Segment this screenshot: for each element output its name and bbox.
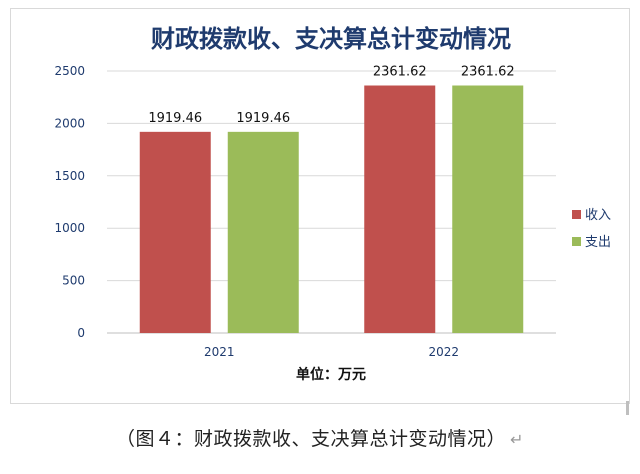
y-tick-label: 0	[77, 326, 85, 340]
legend-swatch	[572, 210, 581, 219]
bar-支出-2021	[227, 131, 299, 333]
y-tick-label: 1500	[54, 169, 85, 183]
figure-caption-text: （图４：财政拨款收、支决算总计变动情况）	[116, 428, 507, 450]
x-axis-label: 单位：万元	[296, 366, 366, 383]
y-tick-label: 2000	[54, 116, 85, 130]
x-tick-label: 2021	[204, 345, 235, 359]
y-tick-label: 1000	[54, 221, 85, 235]
bar-chart: 财政拨款收、支决算总计变动情况 0 500 1000 1500 2000 2500 191…	[54, 24, 611, 383]
data-label: 1919.46	[148, 111, 202, 126]
chart-title: 财政拨款收、支决算总计变动情况	[151, 24, 511, 53]
bar-收入-2021	[139, 131, 211, 333]
y-tick-label: 2500	[54, 64, 85, 78]
legend-label: 收入	[585, 208, 611, 223]
data-label: 2361.62	[461, 65, 515, 80]
frame-edge-mark	[626, 401, 629, 415]
bars	[139, 85, 524, 333]
data-label: 2361.62	[373, 65, 427, 80]
data-label: 1919.46	[236, 111, 290, 126]
x-axis-ticks: 2021 2022	[204, 345, 459, 359]
bar-支出-2022	[452, 85, 524, 333]
paragraph-mark-icon: ↵	[510, 430, 524, 449]
bar-收入-2022	[364, 85, 436, 333]
y-tick-label: 500	[62, 274, 85, 288]
data-labels: 1919.46 1919.46 2361.62 2361.62	[148, 65, 514, 126]
legend-swatch	[572, 237, 581, 246]
y-axis-ticks: 0 500 1000 1500 2000 2500	[54, 64, 85, 340]
chart-frame: 财政拨款收、支决算总计变动情况 0 500 1000 1500 2000 2500 191…	[10, 8, 630, 415]
legend-label: 支出	[585, 235, 611, 250]
figure-caption: （图４：财政拨款收、支决算总计变动情况） ↵	[0, 424, 640, 451]
x-tick-label: 2022	[428, 345, 459, 359]
